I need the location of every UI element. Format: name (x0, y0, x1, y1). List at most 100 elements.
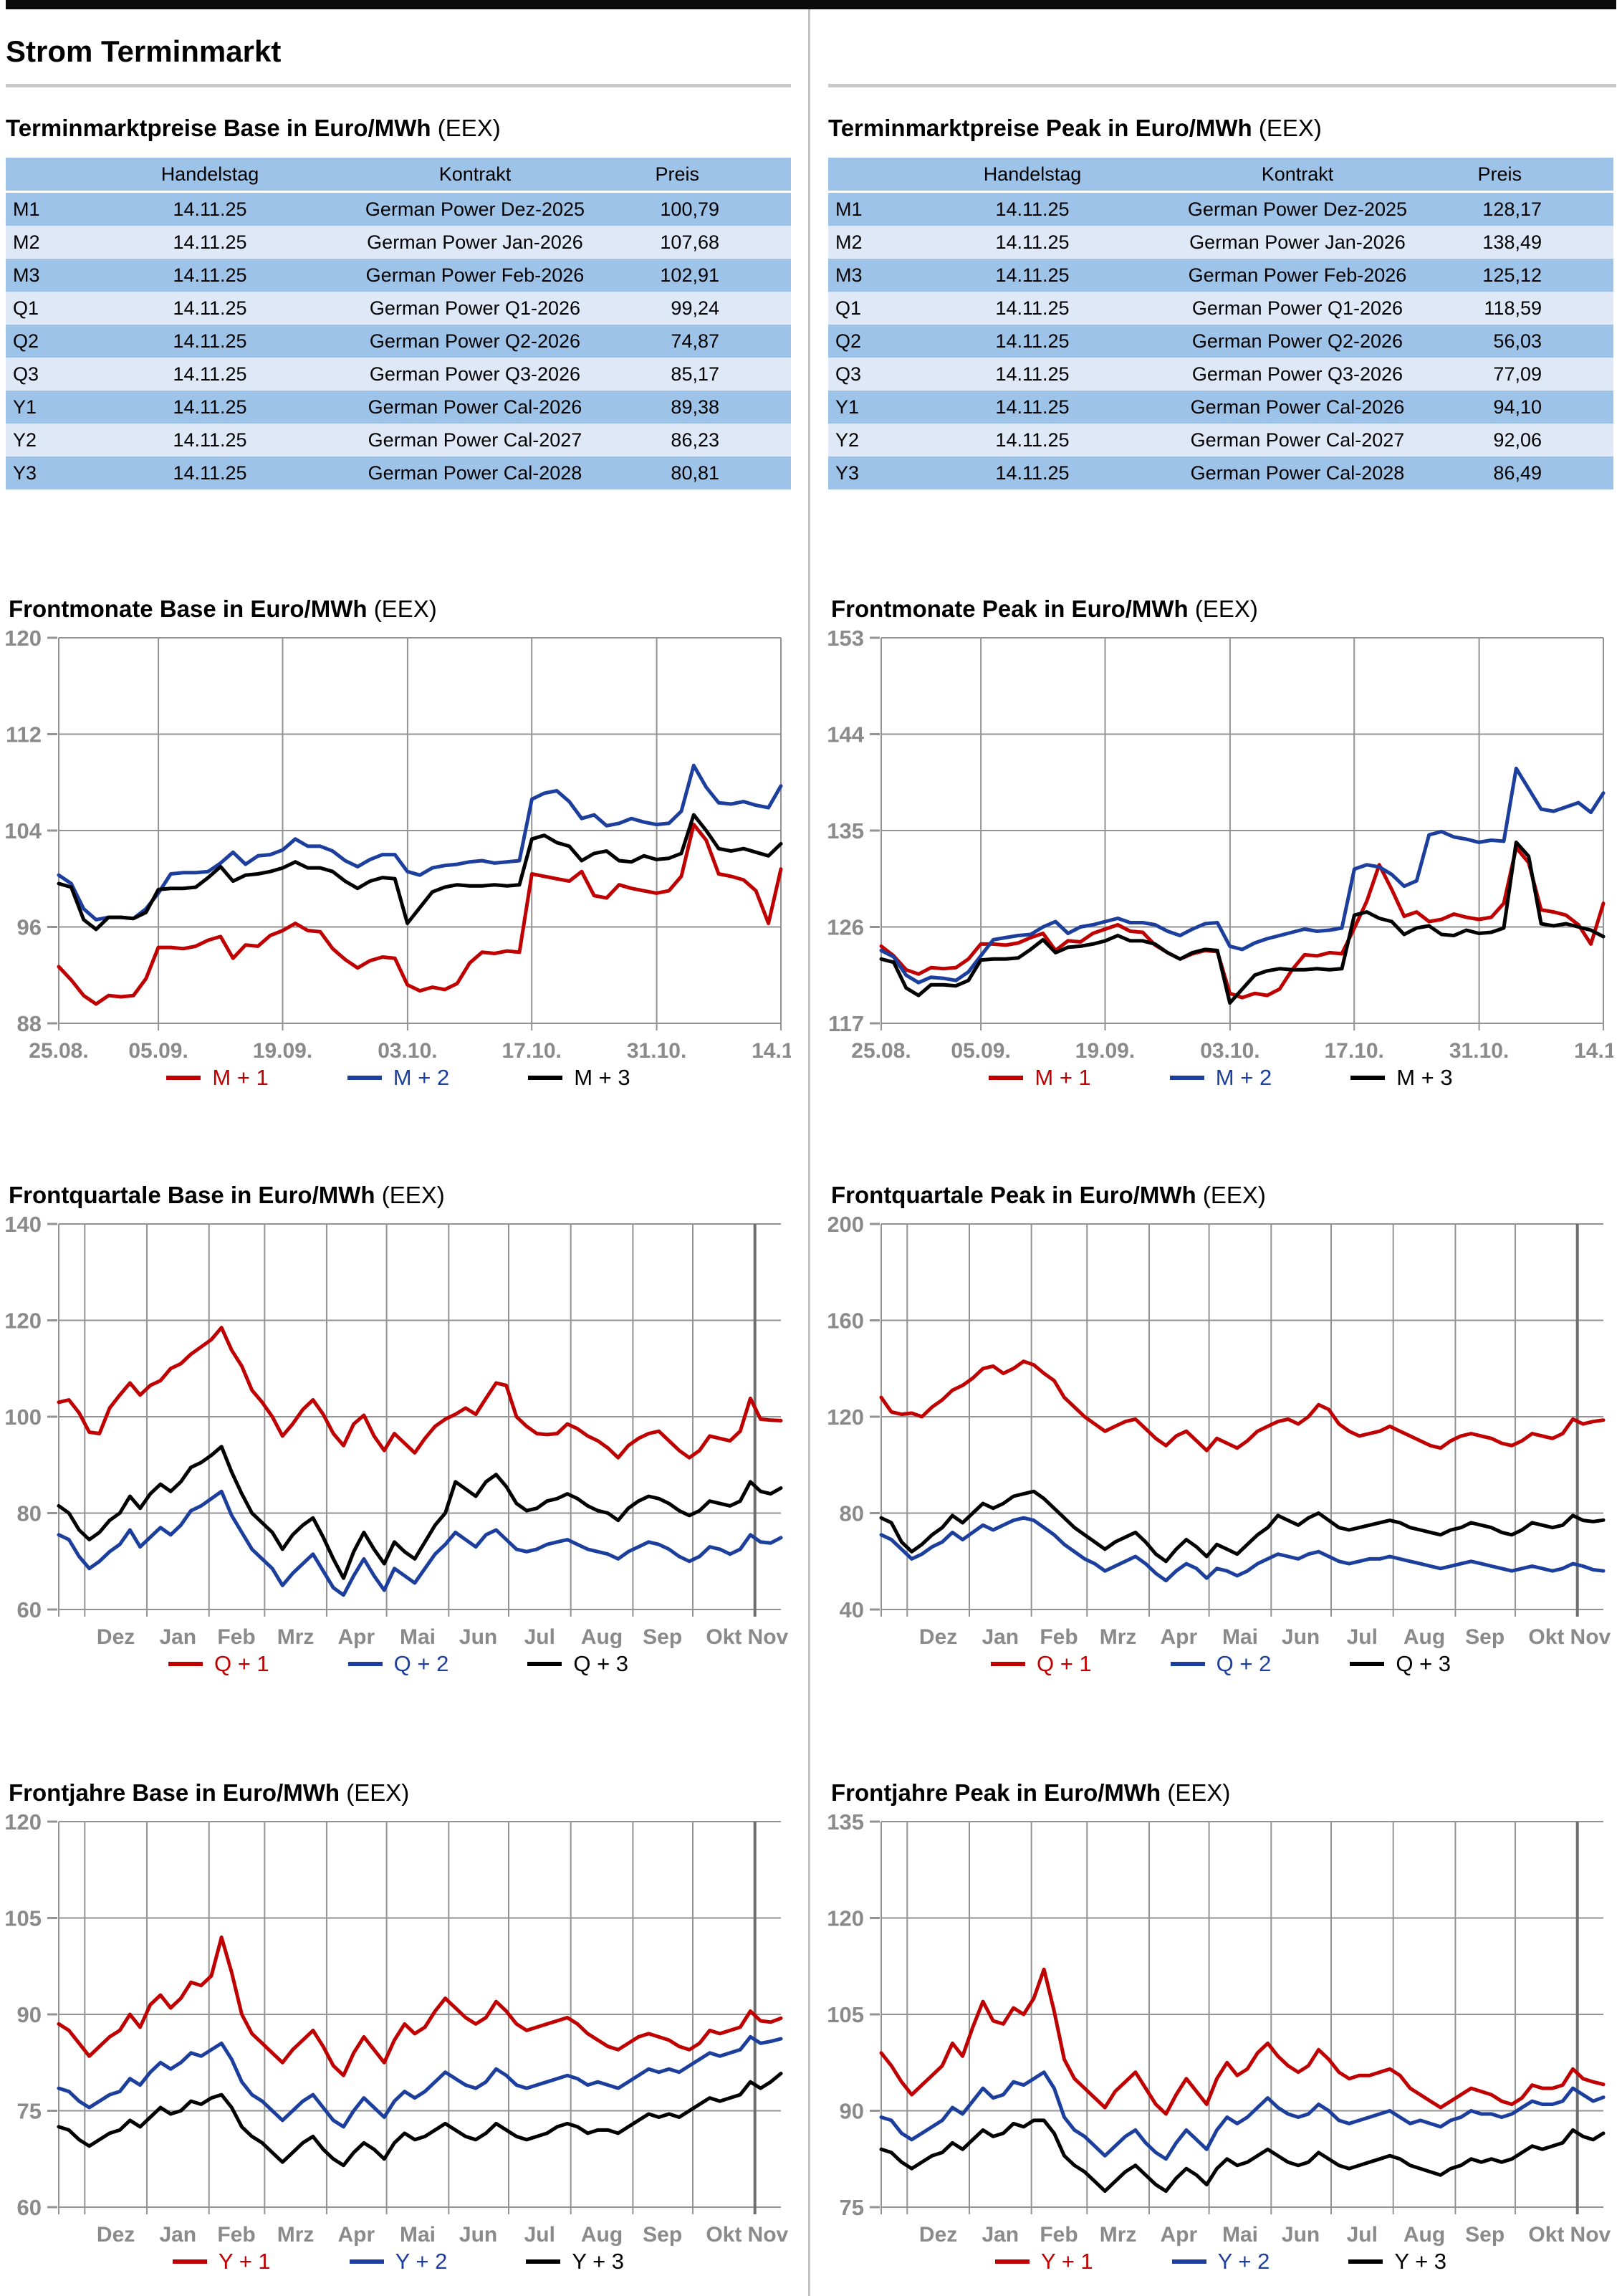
chart-frontjahre-peak: Frontjahre Peak in Euro/MWh (EEX) 135 120… (828, 1779, 1613, 2275)
chart-canvas: 135 120 105 90 75 Dez Jan Feb Mrz Apr Mai Jun Jul Aug… (828, 1810, 1611, 2247)
legend-swatch (168, 1662, 203, 1666)
chart-frontmonate-peak: Frontmonate Peak in Euro/MWh (EEX) 153 14… (828, 595, 1613, 1091)
legend-swatch (527, 1662, 562, 1666)
x-tick-label: Feb (217, 2223, 255, 2247)
chart-title: Frontjahre Peak in Euro/MWh (EEX) (831, 1779, 1231, 1806)
table-cell: 89,38 (629, 391, 791, 424)
x-tick-label: Jun (1282, 1625, 1320, 1649)
horizontal-rule-right (828, 84, 1616, 87)
table-cell: 14.11.25 (921, 325, 1143, 358)
table-cell: 100,79 (629, 191, 791, 226)
section-heading-text: Terminmarktpreise Peak in Euro/MWh (828, 115, 1252, 141)
table-header-row: Handelstag Kontrakt Preis (828, 158, 1613, 192)
table-cell: Q1 (828, 292, 921, 325)
chart-legend: Y + 1 Y + 2 Y + 3 (6, 2249, 791, 2275)
y-tick-label: 100 (6, 1405, 42, 1430)
x-tick-label: 05.09. (128, 1039, 188, 1063)
base-column: Terminmarktpreise Base in Euro/MWh (EEX)… (6, 0, 791, 2296)
table-cell: Y3 (828, 456, 921, 489)
x-tick-label: Jan (159, 1625, 196, 1649)
legend-swatch (528, 1076, 563, 1080)
legend-swatch (1169, 1076, 1204, 1080)
table-cell: M1 (828, 191, 921, 226)
y-tick-label: 126 (828, 915, 864, 940)
legend-label: M + 1 (212, 1065, 269, 1090)
table-cell: 86,23 (629, 424, 791, 456)
y-tick-label: 153 (828, 626, 864, 651)
column-divider (808, 9, 810, 2296)
table-cell: 77,09 (1451, 358, 1613, 391)
table-cell: M3 (6, 259, 99, 292)
y-tick-label: 112 (6, 722, 42, 747)
chart-frontquartale-peak: Frontquartale Peak in Euro/MWh (EEX) 200… (828, 1181, 1613, 1677)
table-cell: 85,17 (629, 358, 791, 391)
section-heading-text: Terminmarktpreise Base in Euro/MWh (6, 115, 431, 141)
x-tick-label: Mrz (277, 1625, 315, 1649)
legend-swatch (990, 1662, 1025, 1666)
legend-swatch (347, 1076, 382, 1080)
series-line (879, 1967, 1606, 2116)
table-cell: 14.11.25 (921, 391, 1143, 424)
legend-label: M + 2 (393, 1065, 450, 1090)
x-tick-label: 31.10. (627, 1039, 686, 1063)
table-cell: 99,24 (629, 292, 791, 325)
table-cell: Y2 (828, 424, 921, 456)
x-tick-label: Mrz (1100, 1625, 1137, 1649)
chart-plot-area: 200 160 120 80 40 Dez Jan Feb Mrz Apr Mai Jun Jul Aug… (828, 1212, 1613, 1651)
table-row: Q3 14.11.25 German Power Q3-2026 85,17 (6, 358, 791, 391)
y-tick-label: 60 (17, 2195, 42, 2220)
legend-item: Y + 2 (349, 2249, 447, 2275)
legend-swatch (1350, 1076, 1386, 1080)
chart-frontjahre-base: Frontjahre Base in Euro/MWh (EEX) 120 105… (6, 1779, 791, 2275)
x-tick-label: 19.09. (253, 1039, 312, 1063)
legend-swatch (1171, 2259, 1206, 2264)
chart-legend: Q + 1 Q + 2 Q + 3 (828, 1651, 1613, 1677)
table-row: Q2 14.11.25 German Power Q2-2026 56,03 (828, 325, 1613, 358)
x-tick-label: Sep (1465, 1625, 1505, 1649)
x-tick-label: Sep (643, 1625, 682, 1649)
table-cell: 128,17 (1451, 191, 1613, 226)
table-cell: 56,03 (1451, 325, 1613, 358)
table-cell: 14.11.25 (99, 325, 321, 358)
table-cell: 125,12 (1451, 259, 1613, 292)
legend-label: Q + 2 (393, 1651, 449, 1676)
legend-swatch (1350, 1662, 1385, 1666)
table-cell: Y2 (6, 424, 99, 456)
table-row: Y3 14.11.25 German Power Cal-2028 86,49 (828, 456, 1613, 489)
table-cell: 14.11.25 (921, 358, 1143, 391)
table-cell: 14.11.25 (99, 259, 321, 292)
table-cell: German Power Cal-2027 (1143, 424, 1451, 456)
column-header: Preis (629, 158, 791, 192)
x-tick-label: Dez (919, 2223, 957, 2247)
series-line (57, 1935, 783, 2077)
top-rule (6, 0, 1616, 9)
table-cell: 14.11.25 (99, 456, 321, 489)
table-cell: German Power Q3-2026 (1143, 358, 1451, 391)
series-line (57, 813, 783, 932)
table-cell: 14.11.25 (99, 226, 321, 259)
section-heading-suffix: (EEX) (1258, 115, 1322, 141)
legend-label: Q + 1 (1036, 1651, 1092, 1676)
table-cell: Q2 (6, 325, 99, 358)
legend-item: M + 2 (347, 1065, 449, 1091)
y-tick-label: 144 (828, 722, 865, 747)
x-tick-label: Okt (706, 1625, 742, 1649)
table-cell: 86,49 (1451, 456, 1613, 489)
horizontal-rule-left (6, 84, 791, 87)
x-tick-label: Nov (1570, 2223, 1611, 2247)
table-row: Y1 14.11.25 German Power Cal-2026 94,10 (828, 391, 1613, 424)
x-tick-label: 14.11. (1574, 1039, 1613, 1063)
table-cell: 14.11.25 (921, 456, 1143, 489)
x-tick-label: Nov (1570, 1625, 1611, 1649)
table-cell: German Power Q2-2026 (321, 325, 629, 358)
table-cell: 118,59 (1451, 292, 1613, 325)
legend-item: Y + 3 (1348, 2249, 1446, 2275)
table-row: Y3 14.11.25 German Power Cal-2028 80,81 (6, 456, 791, 489)
x-tick-label: 14.11. (752, 1039, 791, 1063)
section-heading-suffix: (EEX) (437, 115, 501, 141)
y-tick-label: 120 (828, 1405, 864, 1430)
table-row: Q1 14.11.25 German Power Q1-2026 118,59 (828, 292, 1613, 325)
legend-swatch (349, 2259, 384, 2264)
chart-canvas: 200 160 120 80 40 Dez Jan Feb Mrz Apr Mai Jun Jul Aug… (828, 1212, 1611, 1649)
table-cell: 102,91 (629, 259, 791, 292)
